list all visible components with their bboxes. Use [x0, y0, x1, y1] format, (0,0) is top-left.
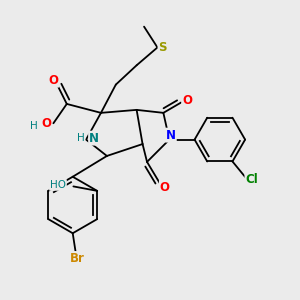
Text: O: O	[182, 94, 192, 107]
Text: Br: Br	[70, 252, 85, 265]
Text: H: H	[77, 133, 85, 143]
Text: HO: HO	[50, 180, 66, 190]
Text: O: O	[41, 117, 51, 130]
Text: S: S	[158, 41, 167, 54]
Text: O: O	[48, 74, 59, 87]
Text: N: N	[166, 129, 176, 142]
Text: Cl: Cl	[245, 173, 258, 186]
Text: H: H	[30, 121, 38, 131]
Text: N: N	[89, 132, 99, 145]
Text: O: O	[160, 181, 170, 194]
